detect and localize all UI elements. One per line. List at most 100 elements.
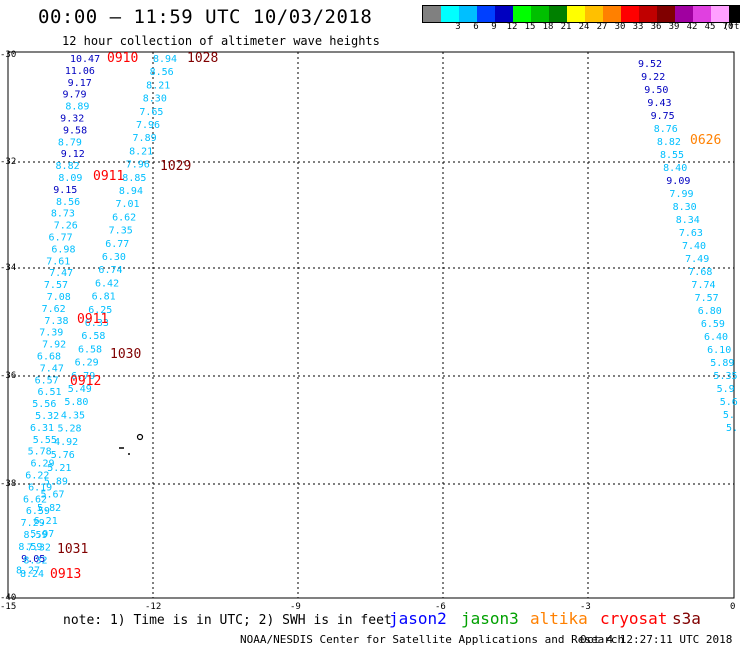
pass-time-label: 0626 [690, 133, 721, 148]
wave-height-label: 6.19 [28, 482, 52, 493]
wave-height-label: 5.9 [717, 384, 735, 395]
wave-height-label: 7.39 [39, 328, 63, 339]
wave-height-label: 5.67 [40, 490, 64, 501]
wave-height-label: 6.29 [30, 459, 54, 470]
satellite-label: s3a [672, 609, 701, 628]
wave-height-label: 9.50 [644, 85, 668, 96]
wave-height-label: 8.59 [23, 530, 47, 541]
wave-height-label: 6.59 [26, 506, 50, 517]
pass-time-label: 0913 [50, 567, 81, 582]
wave-height-label: 5.76 [51, 450, 75, 461]
wave-height-label: 6.22 [25, 471, 49, 482]
wave-height-label: 6.58 [81, 331, 105, 342]
x-tick-label: -6 [435, 602, 446, 612]
legend-label: 9 [491, 22, 497, 32]
wave-height-label: 9.09 [666, 176, 690, 187]
wave-height-label: 8.09 [58, 173, 82, 184]
wave-height-label: 7.26 [54, 221, 78, 232]
satellite-label: jason3 [461, 609, 519, 628]
legend-swatch [477, 6, 495, 22]
pass-time-label: 1030 [110, 347, 141, 362]
legend-swatch [495, 6, 513, 22]
wave-height-label: 5.80 [64, 397, 88, 408]
wave-height-label: 6.80 [698, 306, 722, 317]
legend-swatch [657, 6, 675, 22]
wave-height-label: 7.63 [679, 228, 703, 239]
wave-height-label: 5. [726, 423, 738, 434]
wave-height-label: 7.99 [669, 189, 693, 200]
wave-height-label: 5.21 [47, 463, 71, 474]
wave-height-label: 9.75 [651, 111, 675, 122]
wave-height-label: 9.17 [68, 78, 92, 89]
legend-label: 70 [722, 22, 734, 32]
pass-time-label: 0910 [107, 51, 138, 66]
pass-time-label: 1031 [57, 542, 88, 557]
wave-height-label: 7.96 [136, 120, 160, 131]
legend-swatch [567, 6, 585, 22]
wave-height-label: 7.38 [44, 316, 68, 327]
wave-height-label: 9.32 [60, 114, 84, 125]
wave-height-label: 7.32 [27, 542, 51, 553]
wave-height-label: 7.47 [49, 268, 73, 279]
wave-height-label: 9.43 [647, 98, 671, 109]
wave-height-label: 8.79 [58, 137, 82, 148]
wave-height-label: 9.15 [53, 185, 77, 196]
wave-height-label: 6.51 [37, 387, 61, 398]
wave-height-label: 6.62 [112, 212, 136, 223]
wave-height-label: 7.35 [109, 226, 133, 237]
wave-height-label: 7.40 [682, 241, 706, 252]
legend-swatch [549, 6, 567, 22]
satellite-label: jason2 [389, 609, 447, 628]
wave-height-label: 7.68 [688, 267, 712, 278]
wave-height-label: 5.82 [37, 503, 61, 514]
pass-time-label: 1028 [187, 51, 218, 66]
legend-swatch [513, 6, 531, 22]
x-tick-label: -12 [145, 602, 162, 612]
legend-label: 12 [506, 22, 518, 32]
wave-height-label: 6.68 [37, 352, 61, 363]
legend-unit: (ft) [723, 22, 740, 32]
wave-height-label: 9.79 [63, 90, 87, 101]
legend-swatch [693, 6, 711, 22]
wave-height-label: 7.08 [47, 292, 71, 303]
wave-height-label: 7.92 [42, 340, 66, 351]
y-tick-label: -34 [0, 263, 17, 273]
generated-timestamp: Oct 4 12:27:11 UTC 2018 [580, 633, 733, 646]
wave-height-label: 8.85 [122, 173, 146, 184]
wave-height-label: 6.58 [78, 344, 102, 355]
wave-height-label: 8.30 [143, 94, 167, 105]
wave-height-label: 5.56 [32, 399, 56, 410]
wave-height-label: 8.55 [660, 150, 684, 161]
wave-height-label: 6.77 [49, 233, 73, 244]
wave-height-label: 8.82 [56, 161, 80, 172]
wave-height-label: 7.29 [21, 518, 45, 529]
satellite-label: cryosat [600, 609, 668, 628]
y-tick-label: -32 [0, 157, 17, 167]
wave-height-label: 8.21 [146, 80, 170, 91]
x-tick-label: -15 [0, 602, 17, 612]
wave-height-label: 9.05 [21, 554, 45, 565]
wave-height-label: 5.6 [720, 397, 738, 408]
x-tick-label: -9 [290, 602, 301, 612]
wave-height-label: 8.89 [65, 102, 89, 113]
wave-height-label: 8.73 [51, 209, 75, 220]
legend-label: 3 [455, 22, 461, 32]
wave-height-label: 8.56 [56, 197, 80, 208]
wave-height-label: 7.01 [115, 199, 139, 210]
legend-swatch [675, 6, 693, 22]
legend-swatch [729, 6, 740, 22]
legend-label: 39 [668, 22, 680, 32]
pass-time-label: 0911 [77, 312, 108, 327]
wave-height-label: 7.49 [685, 254, 709, 265]
island-marker [136, 433, 144, 441]
y-tick-label: -38 [0, 479, 17, 489]
wave-height-label: 8.59 [18, 542, 42, 553]
wave-height-label: 8.24 [20, 569, 44, 580]
wave-height-label: 5.97 [30, 529, 54, 540]
wave-height-label: 5.28 [58, 424, 82, 435]
wave-height-label: 8.82 [657, 137, 681, 148]
wave-height-label: 8.21 [129, 146, 153, 157]
wave-height-label: 5.78 [28, 447, 52, 458]
